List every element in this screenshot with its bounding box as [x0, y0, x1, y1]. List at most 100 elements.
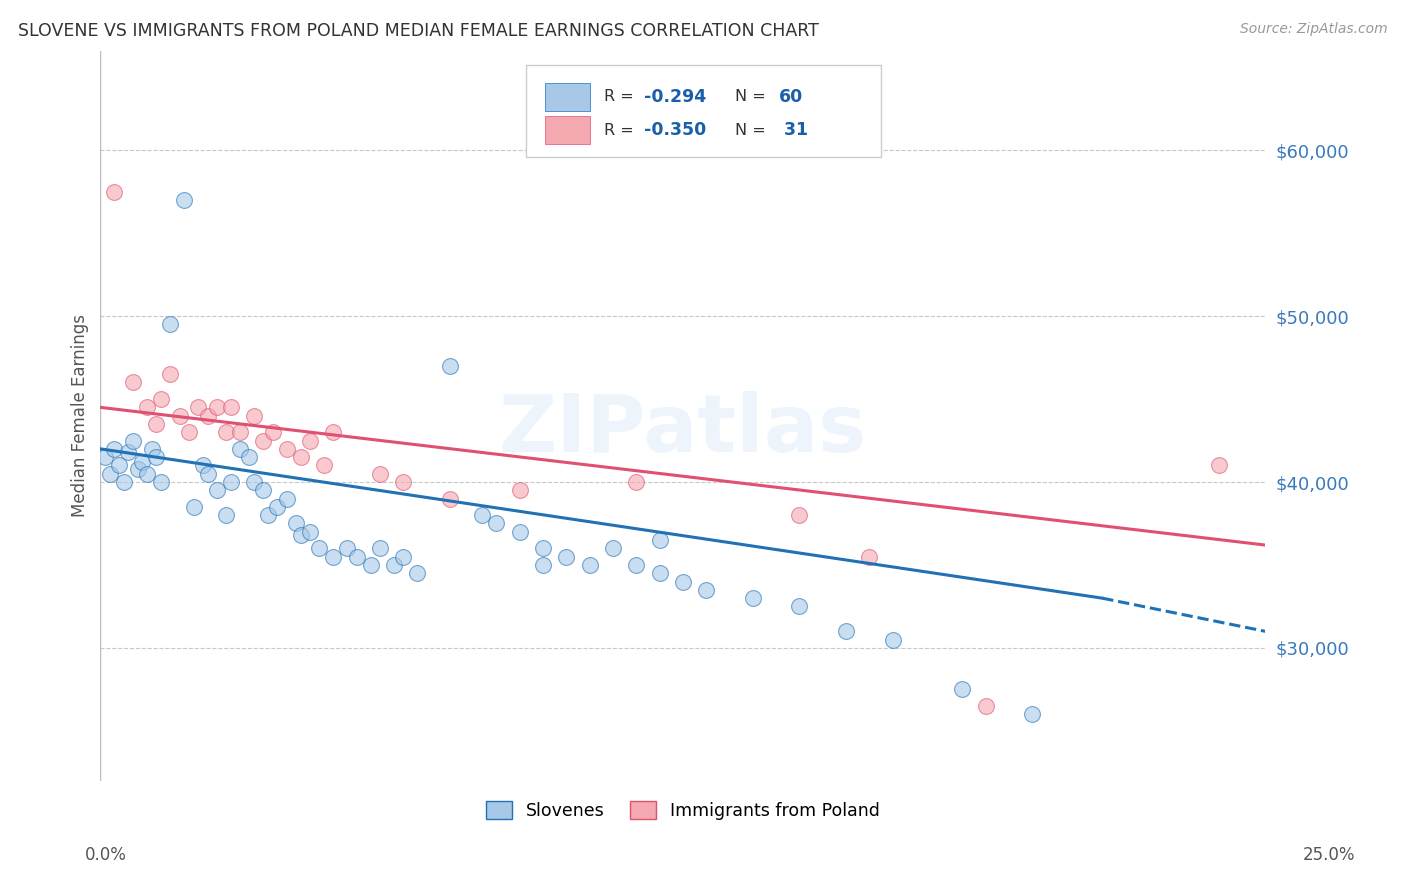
- Point: [173, 193, 195, 207]
- Point: [360, 558, 382, 572]
- Point: [149, 392, 172, 406]
- Point: [266, 500, 288, 514]
- Point: [602, 541, 624, 556]
- Point: [122, 376, 145, 390]
- Text: 60: 60: [779, 87, 803, 105]
- Text: -0.350: -0.350: [644, 121, 707, 139]
- Point: [197, 409, 219, 423]
- Text: R =: R =: [603, 89, 638, 104]
- Text: N =: N =: [735, 89, 770, 104]
- Legend: Slovenes, Immigrants from Poland: Slovenes, Immigrants from Poland: [478, 794, 887, 827]
- Point: [136, 401, 159, 415]
- Point: [117, 445, 139, 459]
- Point: [219, 401, 242, 415]
- Point: [187, 401, 209, 415]
- Point: [695, 582, 717, 597]
- Point: [205, 483, 228, 498]
- Point: [108, 458, 131, 473]
- Point: [205, 401, 228, 415]
- Point: [229, 442, 252, 456]
- Bar: [546, 116, 589, 145]
- Point: [94, 450, 117, 464]
- Point: [322, 549, 344, 564]
- Point: [215, 425, 238, 440]
- Point: [882, 632, 904, 647]
- Point: [1208, 458, 1230, 473]
- FancyBboxPatch shape: [526, 65, 882, 156]
- Text: Source: ZipAtlas.com: Source: ZipAtlas.com: [1240, 22, 1388, 37]
- Point: [299, 434, 322, 448]
- Point: [145, 450, 167, 464]
- Point: [336, 541, 359, 556]
- Point: [974, 698, 997, 713]
- Point: [578, 558, 600, 572]
- Point: [243, 409, 266, 423]
- Point: [858, 549, 880, 564]
- Point: [98, 467, 121, 481]
- Point: [392, 549, 415, 564]
- Point: [531, 558, 554, 572]
- Point: [159, 367, 181, 381]
- Point: [406, 566, 429, 581]
- Text: -0.294: -0.294: [644, 87, 707, 105]
- Text: SLOVENE VS IMMIGRANTS FROM POLAND MEDIAN FEMALE EARNINGS CORRELATION CHART: SLOVENE VS IMMIGRANTS FROM POLAND MEDIAN…: [18, 22, 820, 40]
- Point: [741, 591, 763, 606]
- Point: [789, 599, 811, 614]
- Point: [276, 491, 298, 506]
- Point: [169, 409, 191, 423]
- Point: [215, 508, 238, 523]
- Point: [243, 475, 266, 489]
- Point: [290, 528, 312, 542]
- Point: [485, 516, 508, 531]
- Point: [392, 475, 415, 489]
- Point: [183, 500, 205, 514]
- Point: [1021, 707, 1043, 722]
- Point: [238, 450, 260, 464]
- Point: [471, 508, 494, 523]
- Point: [149, 475, 172, 489]
- Point: [252, 434, 274, 448]
- Point: [257, 508, 280, 523]
- Point: [299, 524, 322, 539]
- Point: [555, 549, 578, 564]
- Point: [131, 455, 153, 469]
- Point: [626, 558, 648, 572]
- Point: [835, 624, 858, 639]
- Point: [112, 475, 135, 489]
- Y-axis label: Median Female Earnings: Median Female Earnings: [72, 314, 89, 517]
- Point: [308, 541, 330, 556]
- Point: [312, 458, 335, 473]
- Point: [141, 442, 163, 456]
- Text: R =: R =: [603, 123, 638, 137]
- Point: [191, 458, 214, 473]
- Point: [290, 450, 312, 464]
- Text: N =: N =: [735, 123, 770, 137]
- Bar: [546, 83, 589, 111]
- Point: [368, 467, 391, 481]
- Point: [648, 533, 671, 547]
- Text: ZIPatlas: ZIPatlas: [499, 392, 868, 469]
- Point: [103, 185, 125, 199]
- Point: [219, 475, 242, 489]
- Point: [626, 475, 648, 489]
- Point: [276, 442, 298, 456]
- Point: [648, 566, 671, 581]
- Point: [382, 558, 405, 572]
- Text: 25.0%: 25.0%: [1302, 846, 1355, 863]
- Text: 31: 31: [779, 121, 808, 139]
- Point: [177, 425, 200, 440]
- Point: [136, 467, 159, 481]
- Point: [439, 359, 461, 373]
- Point: [159, 318, 181, 332]
- Point: [127, 462, 149, 476]
- Point: [229, 425, 252, 440]
- Point: [789, 508, 811, 523]
- Point: [285, 516, 308, 531]
- Point: [197, 467, 219, 481]
- Point: [439, 491, 461, 506]
- Point: [262, 425, 284, 440]
- Point: [346, 549, 368, 564]
- Point: [145, 417, 167, 431]
- Text: 0.0%: 0.0%: [84, 846, 127, 863]
- Point: [509, 524, 531, 539]
